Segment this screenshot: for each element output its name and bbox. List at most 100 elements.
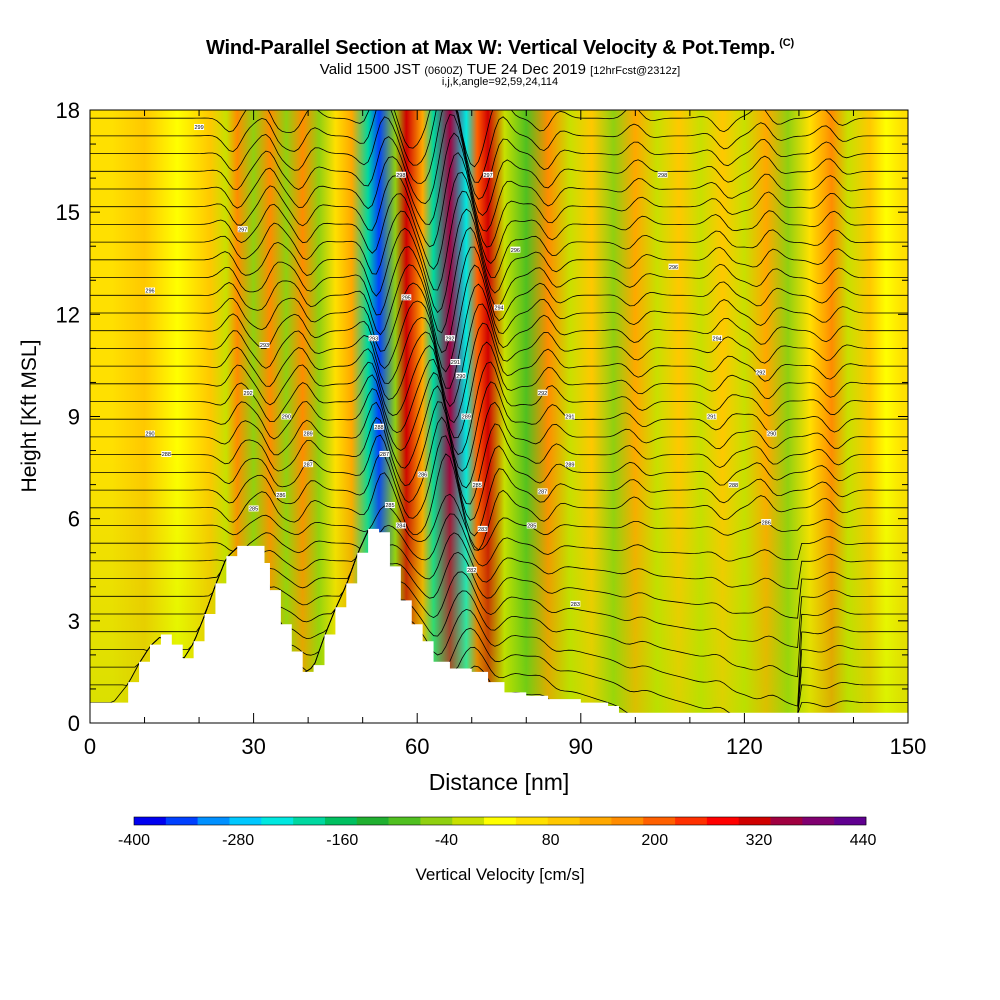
isentrope-label-bg xyxy=(144,430,155,437)
isentrope-line xyxy=(90,110,908,168)
isentrope-label: 299 xyxy=(194,125,203,131)
colorbar-swatch xyxy=(165,817,198,825)
valid-time: Valid 1500 JST xyxy=(319,61,421,78)
valid-date: TUE 24 Dec 2019 xyxy=(466,61,586,78)
isentrope-label: 288 xyxy=(729,483,738,489)
colorbar-swatch xyxy=(706,817,739,825)
isentrope-label: 290 xyxy=(282,415,291,421)
x-tick-label: 60 xyxy=(405,734,429,759)
isentrope-label-bg xyxy=(275,491,286,498)
isentrope-label: 287 xyxy=(538,490,547,496)
y-tick-label: 3 xyxy=(68,609,80,634)
colorbar-swatch xyxy=(579,817,612,825)
isentrope-label-bg xyxy=(281,413,292,420)
section-params: i,j,k,angle=92,59,24,114 xyxy=(441,76,559,88)
isentrope-line xyxy=(90,322,908,424)
isentrope-label-bg xyxy=(395,522,406,529)
colorbar-swatch xyxy=(452,817,485,825)
colorbar-swatch xyxy=(324,817,358,825)
isentrope-label: 294 xyxy=(494,306,503,312)
colorbar-tick-label: 440 xyxy=(850,832,877,849)
isentrope-line xyxy=(90,110,908,200)
x-axis: 0 30 60 90 120 150 xyxy=(84,110,926,759)
colorbar-tick-label: -400 xyxy=(118,832,150,849)
isentrope-line xyxy=(90,110,908,183)
chart-subtitle: Valid 1500 JST (0600Z) TUE 24 Dec 2019 [… xyxy=(0,61,1000,78)
isentrope-line xyxy=(90,385,908,489)
x-tick-label: 0 xyxy=(84,734,96,759)
isentrope-label: 283 xyxy=(571,602,580,608)
colorbar-tick-label: -160 xyxy=(326,832,358,849)
isentrope-label-bg xyxy=(728,481,739,488)
isentrope-label-bg xyxy=(537,488,548,495)
isentrope-label: 289 xyxy=(304,432,313,438)
isentrope-label: 292 xyxy=(756,370,765,376)
isentrope-label-bg xyxy=(712,335,723,342)
isentrope-label: 288 xyxy=(374,425,383,431)
x-axis-label: Distance [nm] xyxy=(429,769,570,795)
isentrope-line xyxy=(90,303,908,408)
y-tick-label: 15 xyxy=(56,200,80,225)
isentrope-label-bg xyxy=(537,389,548,396)
y-tick-label: 18 xyxy=(56,98,80,123)
isentrope-label: 286 xyxy=(762,520,771,526)
isentrope-label: 285 xyxy=(527,524,536,530)
isentrope-label: 290 xyxy=(145,432,154,438)
isentrope-label: 297 xyxy=(483,173,492,179)
velocity-field: 299 298 297 298 297 296 296 296 295 294 293 292 294 2… xyxy=(90,110,908,723)
isentrope-label: 287 xyxy=(304,462,313,468)
isentrope-label: 298 xyxy=(396,173,405,179)
isentrope-label: 289 xyxy=(565,462,574,468)
colorbar-tick-label: 80 xyxy=(542,832,560,849)
isentrope-label-bg xyxy=(161,450,172,457)
isentrope-label-bg xyxy=(455,372,466,379)
colorbar-swatch xyxy=(420,817,453,825)
isentrope-label-bg xyxy=(461,413,472,420)
isentrope-label-bg xyxy=(494,304,504,311)
colorbar-swatch xyxy=(134,817,167,825)
colorbar-swatch xyxy=(802,817,835,825)
isentrope-label: 292 xyxy=(538,391,547,397)
colorbar: -400 -280 -160 -40 80 200 320 440 xyxy=(118,816,877,849)
isentrope-line xyxy=(90,513,908,567)
isentrope-label: 296 xyxy=(511,248,520,254)
y-axis: 0 3 6 9 12 15 18 xyxy=(56,98,908,736)
isentrope-label: 293 xyxy=(260,343,269,349)
isentrope-label-bg xyxy=(668,263,679,270)
isentrope-line xyxy=(90,341,908,439)
isentrope-label-bg xyxy=(379,450,390,457)
isentrope-label: 296 xyxy=(145,289,154,295)
colorbar-swatch xyxy=(293,817,326,825)
isentrope-label: 283 xyxy=(478,527,487,533)
colorbar-swatch xyxy=(643,817,676,825)
isentrope-label: 285 xyxy=(249,507,258,513)
isentrope-label: 292 xyxy=(244,391,253,397)
x-tick-label: 90 xyxy=(569,734,593,759)
colorbar-swatch xyxy=(197,817,230,825)
isentrope-label: 291 xyxy=(707,415,716,421)
isentrope-label-bg xyxy=(766,430,777,437)
y-tick-label: 12 xyxy=(56,302,80,327)
isentrope-label: 289 xyxy=(462,415,471,421)
isentrope-label-bg xyxy=(417,471,428,478)
isentrope-label: 286 xyxy=(276,493,285,499)
isentrope-line xyxy=(90,152,908,248)
isentrope-label-bg xyxy=(477,525,488,532)
isentrope-label: 290 xyxy=(456,374,465,380)
colorbar-swatch xyxy=(834,817,867,825)
isentrope-label-bg xyxy=(401,294,412,301)
isentrope-label-bg xyxy=(472,481,483,488)
colorbar-swatch xyxy=(547,817,580,825)
isentrope-label-bg xyxy=(483,171,494,178)
isentrope-line xyxy=(90,264,908,373)
isentrope-label-bg xyxy=(444,335,455,342)
isentrope-label: 293 xyxy=(369,336,378,342)
isentrope-label: 296 xyxy=(669,265,678,271)
isentrope-label-bg xyxy=(368,335,379,342)
isentrope-line xyxy=(90,172,908,270)
isentrope-label-bg xyxy=(194,124,205,131)
isentrope-label-bg xyxy=(564,413,575,420)
isentrope-label-bg xyxy=(384,502,395,509)
isentrope-label-bg xyxy=(761,519,772,526)
